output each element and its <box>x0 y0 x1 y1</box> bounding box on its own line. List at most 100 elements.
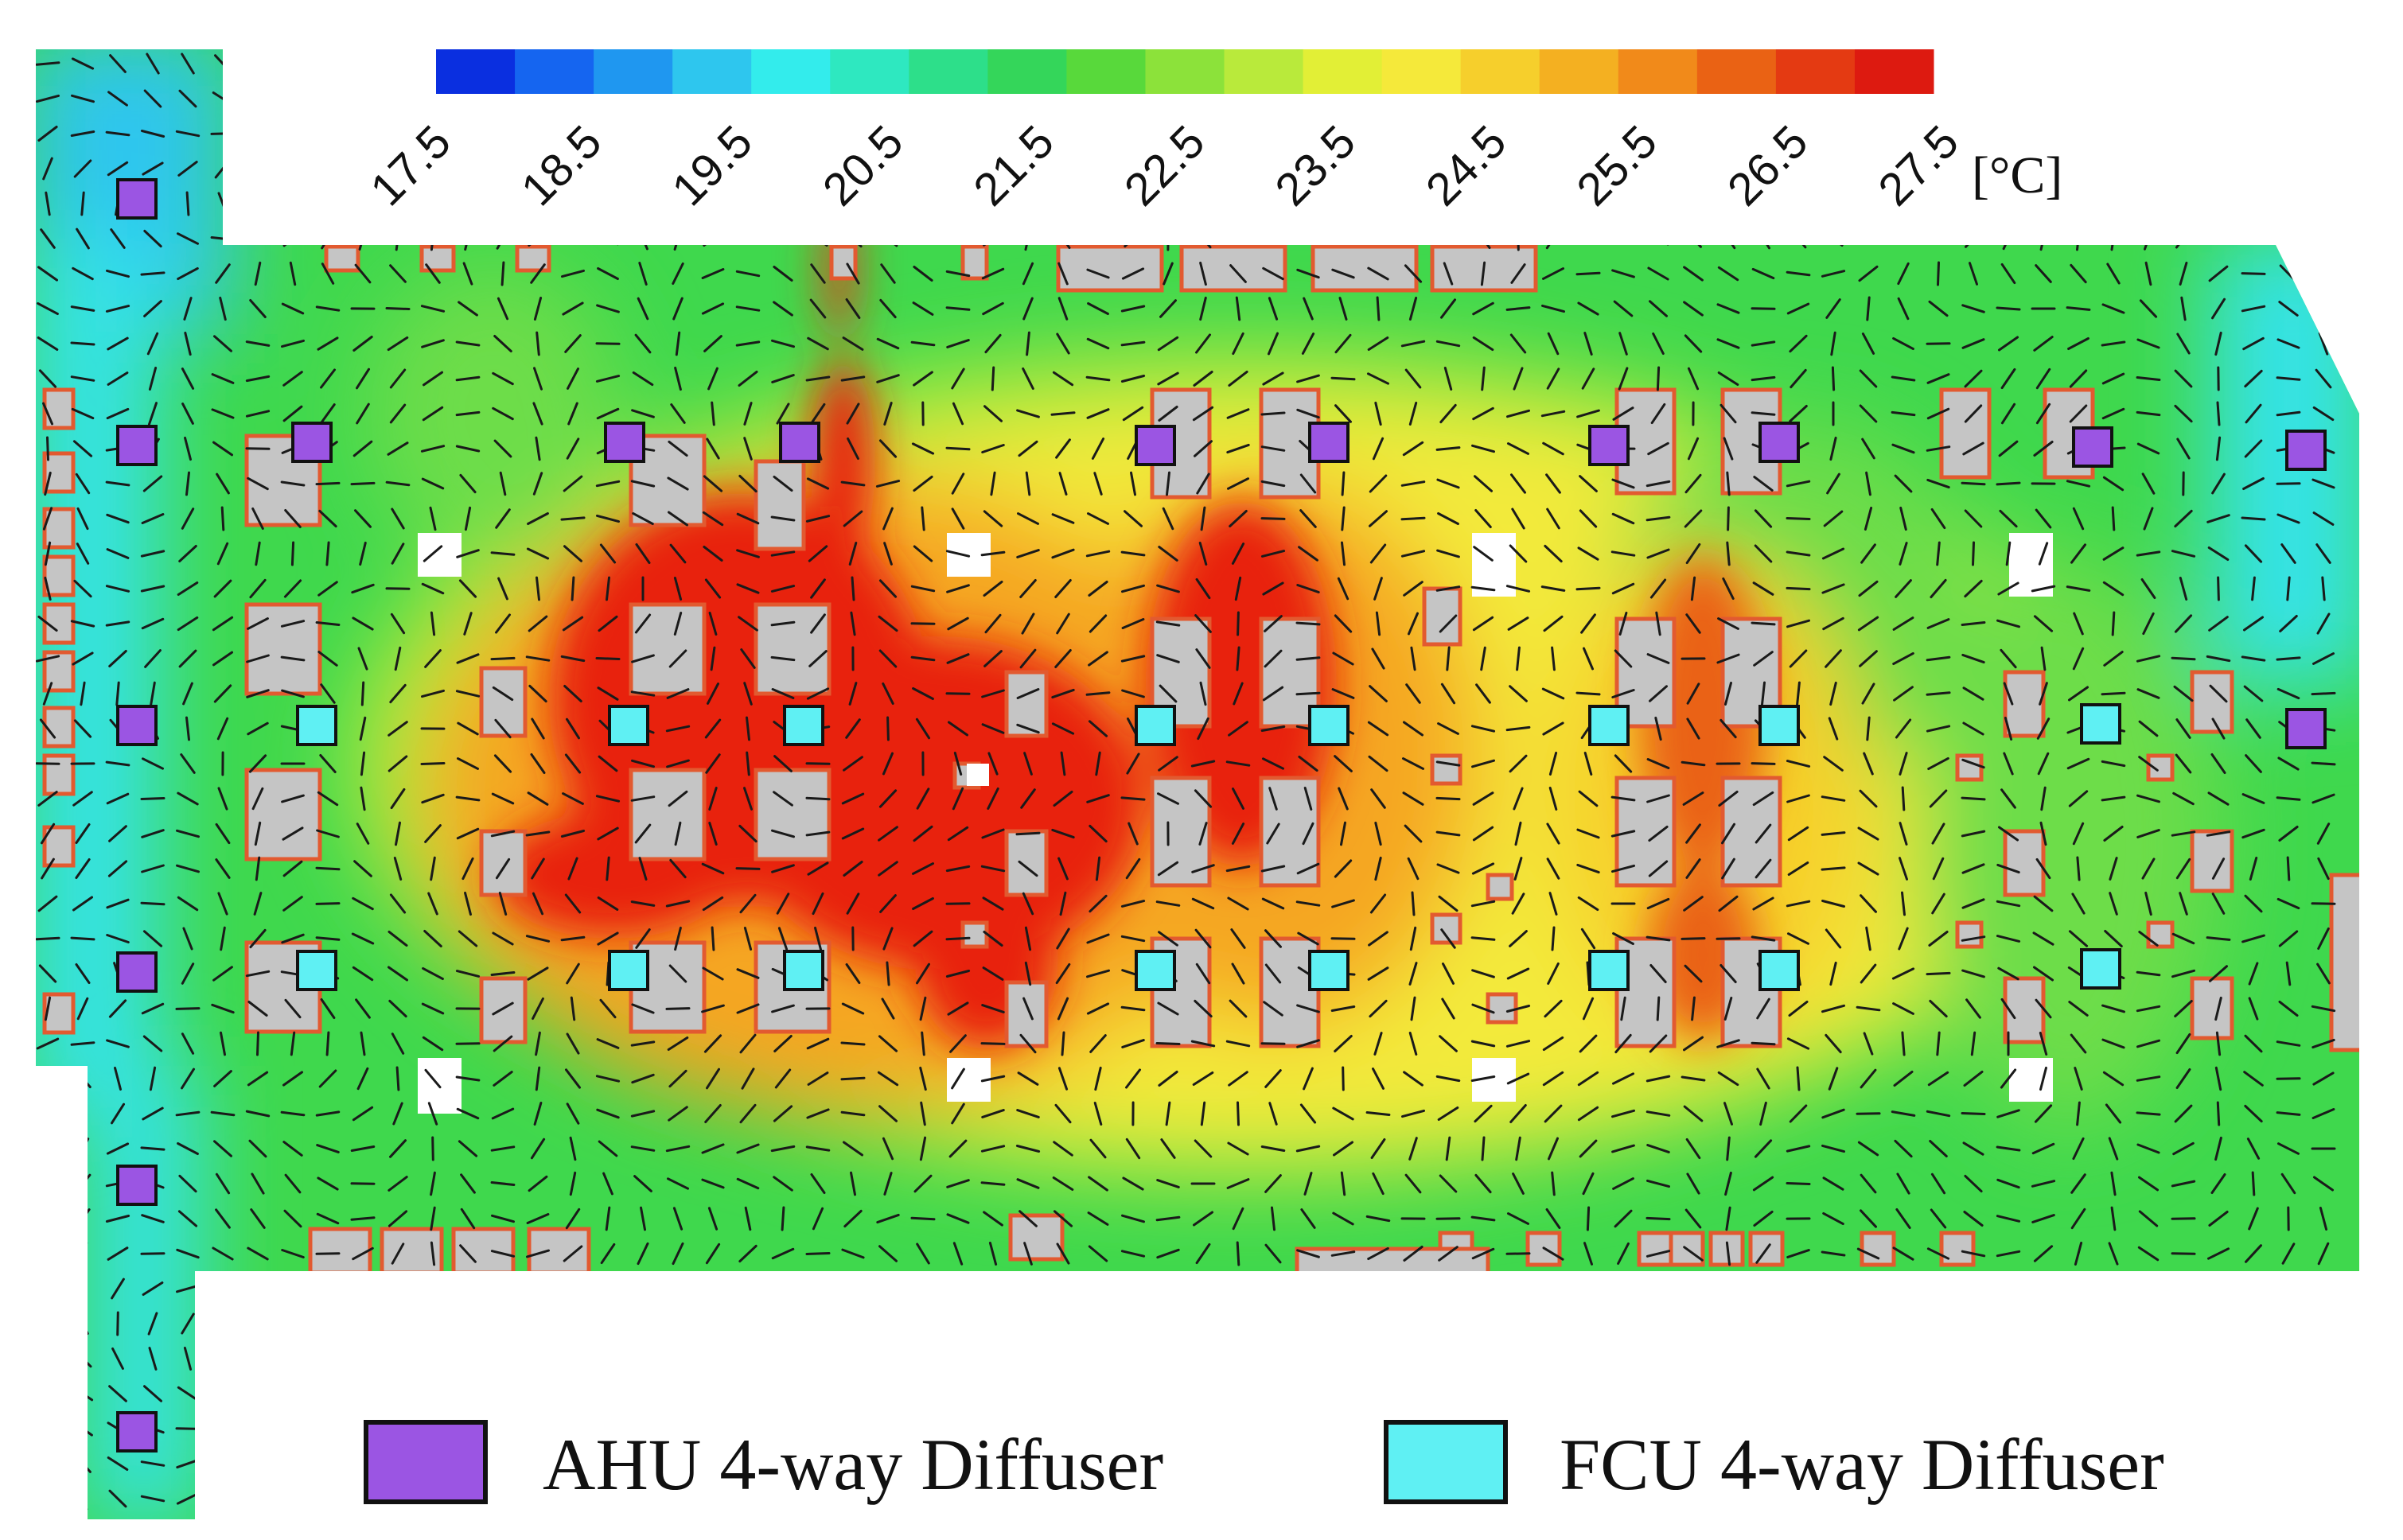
fcu-diffuser-marker <box>608 705 649 746</box>
fcu-diffuser-marker <box>1135 705 1176 746</box>
obstacle-block <box>1259 616 1321 729</box>
colorbar-cell <box>830 49 909 94</box>
fcu-diffuser-marker <box>1308 705 1349 746</box>
obstacle-block <box>1056 244 1164 293</box>
colorbar-tick-label: 24.5 <box>1416 115 1517 216</box>
floor-opening <box>967 764 989 786</box>
fcu-diffuser-marker <box>783 950 824 991</box>
obstacle-block <box>451 1227 516 1275</box>
obstacle-block <box>754 602 832 696</box>
obstacle-block <box>2329 873 2359 1052</box>
obstacle-block <box>754 768 832 861</box>
colorbar-cell <box>751 49 831 94</box>
obstacle-block <box>1486 873 1514 901</box>
ahu-diffuser-marker <box>116 705 158 746</box>
obstacle-block <box>42 554 76 597</box>
ahu-diffuser-marker <box>779 422 820 463</box>
fcu-diffuser-marker <box>296 705 337 746</box>
obstacle-block <box>1430 912 1462 945</box>
colorbar-cell <box>1224 49 1304 94</box>
colorbar-tick-label: 20.5 <box>813 115 913 216</box>
colorbar-cell <box>672 49 752 94</box>
colorbar-cell <box>1775 49 1856 94</box>
obstacle-block <box>2146 920 2175 949</box>
obstacle-block <box>754 459 806 551</box>
legend-ahu-label: AHU 4-way Diffuser <box>543 1424 1163 1505</box>
ahu-diffuser-marker <box>1758 422 1800 463</box>
obstacle-block <box>629 768 707 861</box>
obstacle-block <box>2003 670 2046 738</box>
obstacle-block <box>324 244 360 273</box>
obstacle-block <box>42 753 76 796</box>
floor-opening <box>2009 533 2053 597</box>
colorbar: 17.5 18.5 19.5 20.5 21.5 22.5 23.5 24.5 25.5 26.5… <box>360 49 2062 216</box>
obstacle-block <box>1860 1231 1896 1267</box>
fcu-diffuser-marker <box>1588 705 1630 746</box>
fcu-diffuser-marker <box>1308 950 1349 991</box>
obstacle-block <box>960 920 989 949</box>
diffusers <box>116 178 2327 1452</box>
ahu-diffuser-marker <box>2285 430 2327 471</box>
ahu-diffuser-marker <box>291 422 333 463</box>
colorbar-cell <box>1460 49 1540 94</box>
obstacle-block <box>1004 980 1049 1048</box>
obstacle-block <box>1295 1246 1490 1283</box>
ahu-diffuser-marker <box>1308 422 1349 463</box>
colorbar-tick-label: 27.5 <box>1868 115 1969 216</box>
fcu-diffuser-marker <box>2080 703 2121 745</box>
obstacle-block <box>42 387 76 430</box>
obstacle-block <box>1955 753 1984 782</box>
colorbar-cell <box>436 49 516 94</box>
obstacle-block <box>629 602 707 696</box>
obstacle-block <box>960 244 989 281</box>
colorbar-cell <box>909 49 988 94</box>
colorbar-tick-label: 17.5 <box>360 115 461 216</box>
obstacle-block <box>1637 1231 1673 1267</box>
ahu-diffuser-marker <box>2072 426 2113 468</box>
obstacle-block <box>479 829 528 897</box>
obstacle-block <box>1486 992 1518 1025</box>
obstacle-block <box>42 706 76 749</box>
obstacle-block <box>479 666 528 738</box>
colorbar-tick-label: 25.5 <box>1567 115 1667 216</box>
obstacle-block <box>2043 387 2095 480</box>
obstacle-block <box>1708 1231 1745 1267</box>
colorbar-unit-label: [°C] <box>1972 146 2062 204</box>
fcu-diffuser-marker <box>2080 948 2121 990</box>
fcu-diffuser-marker <box>608 950 649 991</box>
colorbar-cell <box>594 49 673 94</box>
ahu-diffuser-marker <box>116 951 158 993</box>
ahu-diffuser-marker <box>116 178 158 220</box>
fcu-diffuser-marker <box>296 950 337 991</box>
colorbar-cell <box>987 49 1067 94</box>
ahu-diffuser-marker <box>2285 708 2327 749</box>
colorbar-cell <box>1145 49 1225 94</box>
colorbar-cell <box>1539 49 1619 94</box>
obstacle-block <box>244 602 322 696</box>
ahu-diffuser-marker <box>116 1165 158 1206</box>
colorbar-tick-label: 19.5 <box>662 115 762 216</box>
obstacle-block <box>42 825 76 868</box>
obstacle-block <box>515 244 551 273</box>
obstacle-block <box>308 1227 372 1275</box>
obstacle-block <box>2003 829 2046 897</box>
fcu-diffuser-marker <box>1758 950 1800 991</box>
fcu-diffuser-marker <box>1135 950 1176 991</box>
obstacle-block <box>1004 829 1049 897</box>
ahu-diffuser-marker <box>1135 425 1176 466</box>
legend-ahu-swatch <box>364 1420 488 1504</box>
ahu-diffuser-marker <box>1588 425 1630 466</box>
colorbar-tick-label: 23.5 <box>1265 115 1365 216</box>
floor-opening <box>418 533 462 577</box>
legend-fcu-swatch <box>1384 1420 1508 1504</box>
obstacle-block <box>527 1227 591 1275</box>
obstacle-block <box>419 244 456 273</box>
colorbar-tick-label: 22.5 <box>1115 115 1215 216</box>
colorbar-tick-label: 21.5 <box>964 115 1064 216</box>
obstacle-block <box>479 976 528 1044</box>
colorbar-cell <box>1303 49 1383 94</box>
obstacle-block <box>2003 976 2046 1044</box>
colorbar-cell <box>1066 49 1146 94</box>
